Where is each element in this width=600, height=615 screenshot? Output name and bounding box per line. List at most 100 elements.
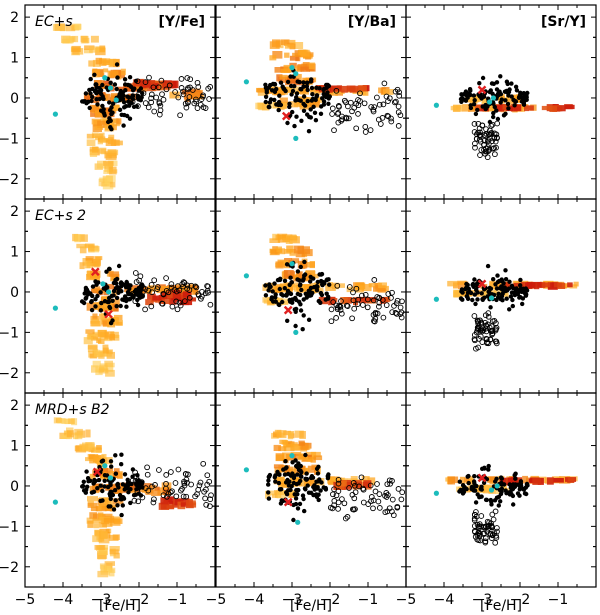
observed-star-filled — [293, 323, 298, 329]
model-density-cell — [257, 102, 265, 110]
observed-star-open — [477, 152, 483, 158]
model-density-cell — [276, 246, 282, 253]
model-density-cell — [87, 496, 98, 502]
observed-star-filled — [509, 81, 514, 86]
observed-star-open — [186, 287, 193, 293]
model-density-cell — [279, 439, 287, 444]
model-density-cell — [96, 445, 102, 450]
model-density-cell — [283, 444, 295, 452]
x-tick-label: −4 — [244, 592, 265, 608]
model-density-cell — [103, 566, 111, 573]
row-label-mrd-s-b2: MRD+s B2 — [35, 402, 110, 418]
observed-star-filled — [518, 283, 523, 288]
observed-star-filled — [114, 281, 119, 286]
model-density-cell — [290, 86, 301, 94]
model-density-cell — [358, 85, 367, 92]
observed-panel — [433, 463, 530, 546]
observed-star-filled — [108, 481, 113, 486]
observed-star-open — [193, 284, 200, 291]
observed-star-filled — [470, 297, 475, 303]
observed-star-filled — [270, 289, 275, 294]
model-density-cell — [361, 476, 370, 482]
model-density-cell — [84, 95, 92, 102]
observed-star-open — [207, 301, 214, 308]
observed-star-filled — [83, 285, 89, 291]
observed-star-open — [357, 98, 363, 104]
cyan-point — [295, 519, 301, 525]
observed-star-filled — [495, 116, 501, 122]
observed-star-open — [396, 92, 403, 99]
observed-star-filled — [267, 285, 272, 290]
observed-star-filled — [477, 81, 482, 86]
observed-star-open — [494, 120, 501, 127]
model-density-cell — [281, 39, 290, 45]
observed-star-filled — [498, 100, 503, 105]
observed-star-open — [354, 301, 361, 307]
observed-star-open — [153, 94, 160, 101]
observed-star-filled — [471, 102, 477, 107]
observed-star-open — [336, 104, 342, 110]
observed-star-filled — [314, 284, 320, 289]
observed-star-filled — [468, 103, 473, 108]
observed-star-filled — [286, 471, 291, 477]
observed-star-open — [489, 511, 496, 518]
observed-star-open — [385, 291, 392, 297]
observed-star-filled — [314, 288, 320, 293]
model-density-cell — [92, 134, 104, 139]
observed-star-open — [152, 482, 158, 488]
cyan-point — [490, 95, 496, 101]
observed-star-open — [471, 332, 478, 338]
observed-star-filled — [121, 93, 126, 98]
observed-star-filled — [522, 491, 528, 496]
model-density-cell — [494, 104, 502, 112]
observed-star-open — [487, 336, 494, 343]
observed-star-open — [492, 151, 498, 158]
model-density-cell — [284, 52, 290, 58]
observed-star-open — [183, 493, 190, 500]
observed-star-filled — [466, 91, 472, 96]
model-density-cell — [288, 76, 296, 84]
observed-star-open — [399, 489, 406, 496]
observed-star-filled — [93, 304, 98, 309]
observed-star-filled — [111, 507, 117, 512]
observed-star-filled — [112, 82, 118, 87]
observed-star-filled — [512, 98, 517, 104]
column-title-y-fe: [Y/Fe] — [158, 14, 205, 30]
observed-star-open — [482, 538, 489, 545]
observed-star-filled — [327, 282, 332, 287]
observed-star-open — [474, 327, 481, 334]
observed-star-filled — [320, 282, 325, 288]
observed-star-filled — [318, 111, 324, 117]
y-tick-label: −1 — [0, 131, 19, 147]
observed-star-filled — [301, 94, 307, 99]
observed-star-open — [374, 481, 380, 487]
observed-star-open — [492, 508, 499, 515]
observed-star-filled — [119, 452, 124, 457]
observed-star-filled — [486, 467, 491, 472]
observed-star-filled — [99, 459, 105, 464]
model-density-cell — [284, 44, 295, 49]
observed-star-filled — [277, 286, 282, 292]
observed-star-open — [148, 281, 155, 288]
observed-star-filled — [473, 301, 478, 307]
observed-star-filled — [510, 297, 515, 303]
x-axis-label-2: [Fe/H] — [290, 598, 332, 614]
observed-star-open — [134, 78, 141, 85]
observed-star-filled — [127, 296, 133, 302]
observed-star-open — [168, 284, 175, 291]
observed-star-open — [151, 108, 158, 115]
observed-star-filled — [107, 266, 112, 272]
observed-star-open — [150, 499, 157, 506]
cyan-point — [243, 79, 249, 85]
observed-star-open — [492, 539, 499, 546]
model-density-cell — [275, 261, 284, 269]
observed-star-filled — [288, 487, 293, 493]
observed-star-filled — [498, 475, 504, 480]
model-density-cell — [61, 38, 70, 44]
observed-star-open — [338, 310, 345, 317]
observed-star-filled — [301, 108, 307, 114]
red-cross-marker — [477, 473, 487, 483]
model-density-cell — [120, 68, 126, 76]
x-axis-label-3: [Fe/H] — [480, 598, 522, 614]
model-density-cell — [300, 442, 309, 451]
